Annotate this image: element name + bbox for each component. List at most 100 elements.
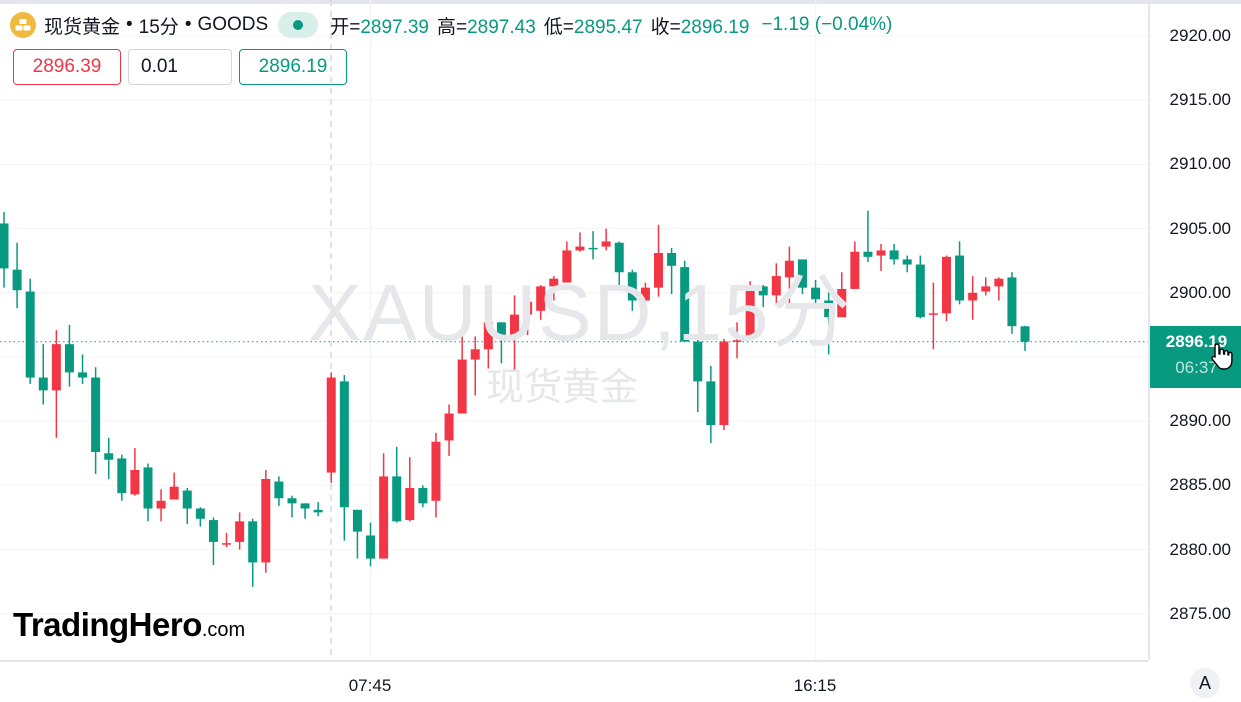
candle [941, 255, 951, 322]
candle-body [117, 458, 127, 494]
symbol-name[interactable]: 现货黄金 [44, 16, 121, 38]
candle [654, 224, 663, 297]
candle [182, 487, 192, 524]
ohlc-high: 高=2897.43 [437, 16, 536, 38]
candle [392, 446, 402, 523]
price-tick-label: 2885.00 [1169, 475, 1231, 495]
candle [195, 507, 205, 527]
candle [811, 279, 821, 306]
candle [143, 463, 153, 522]
candle [902, 255, 912, 273]
buy-button[interactable]: 2896.19 [239, 49, 347, 85]
candle-body [745, 286, 755, 337]
market-open-dot-icon [293, 20, 304, 30]
candle-body [470, 349, 480, 360]
candle-body [876, 250, 886, 256]
price-tick-label: 2875.00 [1169, 603, 1231, 623]
candle [523, 300, 533, 336]
candle [562, 241, 572, 283]
candle [222, 532, 232, 548]
candle [863, 210, 873, 262]
time-label: 16:15 [793, 676, 837, 695]
candle-body [169, 486, 179, 500]
candle [745, 281, 755, 337]
candle [431, 432, 441, 518]
candle [719, 339, 729, 431]
candle-body [313, 509, 323, 513]
price-axis[interactable]: 2920.00 2915.00 2910.00 2905.00 2900.00 2890.… [1148, 0, 1241, 660]
candle-body [640, 287, 650, 301]
price-tick-label: 2880.00 [1169, 539, 1231, 559]
candle [300, 503, 310, 519]
candle-body [444, 413, 454, 441]
window-top-border [0, 0, 1241, 4]
candle [1007, 272, 1017, 334]
candle [352, 509, 362, 559]
candle-body [248, 521, 258, 563]
price-tick-label: 2920.00 [1169, 26, 1231, 45]
candle [784, 246, 794, 304]
interval[interactable]: 15分 [138, 16, 179, 38]
candle [549, 276, 559, 301]
candle-body [510, 314, 520, 337]
candle-body [12, 269, 22, 291]
sell-button[interactable]: 2896.39 [13, 49, 121, 85]
candle [667, 247, 677, 295]
bar-countdown: 06:37 [1175, 358, 1218, 377]
candle-body [850, 251, 860, 289]
candlestick-chart[interactable] [0, 0, 1148, 660]
candle-body [863, 251, 873, 257]
candle-body [195, 508, 205, 519]
price-tick-label: 2900.00 [1169, 282, 1231, 302]
candle-body [182, 490, 192, 509]
auto-scale-button[interactable]: A [1190, 668, 1220, 698]
candle [876, 244, 886, 271]
candle [640, 282, 650, 304]
watermark-name: 现货黄金 [486, 367, 639, 409]
candle-body [523, 301, 533, 315]
candle [104, 437, 114, 479]
candle-body [104, 453, 114, 460]
candle-body [130, 469, 140, 495]
candle-body [64, 344, 74, 373]
candle-body [287, 498, 297, 504]
candle [235, 512, 245, 550]
candle-body [431, 441, 441, 501]
candle-body [392, 476, 402, 522]
candle-body [366, 535, 376, 559]
candle-body [837, 288, 847, 318]
candle-body [0, 223, 9, 269]
candle-body [457, 359, 467, 414]
candle-body [326, 377, 336, 473]
time-axis[interactable]: 07:45 16:15 [0, 660, 1148, 702]
candle-body [758, 286, 768, 296]
candle-body [78, 372, 88, 378]
candle [915, 255, 925, 319]
candle [326, 372, 336, 483]
candle [588, 231, 598, 260]
ohlc-close: 收=2896.19 [650, 16, 750, 38]
candle-body [811, 287, 821, 300]
candle-body [235, 521, 245, 542]
price-tick-label: 2890.00 [1169, 411, 1231, 431]
candle-body [274, 481, 284, 499]
candle [981, 277, 991, 296]
candle-body [51, 344, 61, 391]
candle-body [379, 476, 389, 559]
price-change: −1.19 (−0.04%) [761, 14, 893, 35]
candle-body [614, 242, 624, 273]
quantity-input[interactable]: 0.01 [128, 49, 232, 85]
candle-body [575, 246, 585, 251]
candle [38, 344, 48, 405]
candle-body [562, 250, 572, 283]
candle [797, 259, 807, 295]
ohlc-low: 低=2895.47 [543, 16, 643, 38]
candle [1020, 325, 1030, 351]
candle [379, 453, 389, 559]
candle-body [549, 278, 559, 287]
candle-body [91, 377, 101, 453]
candle [339, 374, 349, 541]
market-status-badge[interactable] [278, 12, 319, 38]
candle [12, 242, 22, 309]
current-price: 2896.19 [1165, 332, 1228, 351]
